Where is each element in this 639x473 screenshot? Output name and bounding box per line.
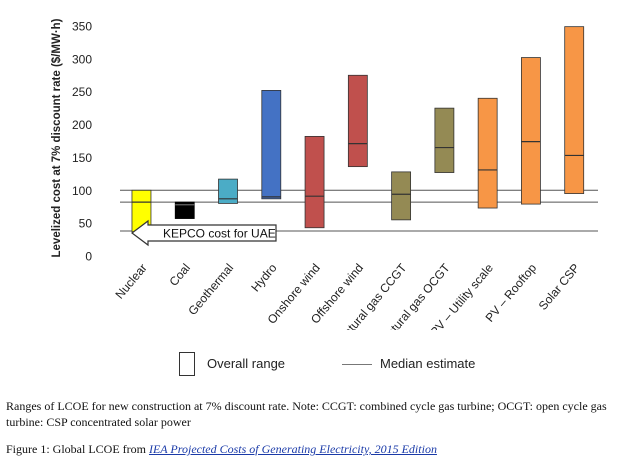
x-tick-label: Nuclear [112, 261, 149, 302]
bar-range-10 [564, 26, 585, 194]
y-tick-label: 0 [85, 250, 92, 264]
y-tick-label: 350 [72, 20, 92, 34]
bar-range-5 [347, 74, 368, 168]
annotation-arrow [131, 219, 277, 247]
figure-caption-prefix: Figure 1: Global LCOE from [6, 442, 149, 456]
legend-range-swatch [179, 352, 195, 376]
bar-range-9 [521, 57, 541, 205]
kepco-annotation: KEPCO cost for UAE [131, 219, 277, 247]
bar-range-1 [174, 201, 195, 219]
y-tick-label: 50 [79, 217, 93, 231]
figure-source-link[interactable]: IEA Projected Costs of Generating Electr… [148, 442, 437, 456]
legend-median-swatch [342, 364, 372, 365]
legend-range-label: Overall range [207, 356, 286, 371]
bar-range-8 [477, 97, 498, 209]
legend-median-label: Median estimate [380, 356, 476, 371]
annotation-text: KEPCO cost for UAE [163, 227, 276, 241]
figure-caption: Figure 1: Global LCOE from IEA Projected… [6, 442, 636, 457]
y-tick-label: 150 [72, 151, 92, 165]
y-axis: 0 50 100 150 200 250 300 350 [72, 20, 92, 264]
caption-note: Ranges of LCOE for new construction at 7… [6, 399, 607, 429]
y-tick-label: 300 [72, 52, 92, 66]
y-tick-label: 200 [72, 118, 92, 132]
y-axis-label: Levelized cost at 7% discount rate ($/MW… [51, 18, 63, 257]
bar-range-6 [391, 171, 412, 221]
bars [131, 26, 585, 233]
x-tick-label: Coal [166, 261, 193, 289]
x-tick-label: Solar CSP [536, 261, 583, 313]
lcoe-chart: 0 50 100 150 200 250 300 350 Nuclear CoalGeother… [51, 18, 598, 330]
y-tick-label: 250 [72, 85, 92, 99]
bar-range-4 [304, 135, 325, 229]
y-tick-label: 100 [72, 184, 92, 198]
x-tick-label: Hydro [248, 261, 280, 295]
bar-range-3 [261, 90, 282, 200]
x-tick-label: Geothermal [185, 261, 236, 318]
bar-range-7 [434, 107, 455, 173]
bar-range-2 [218, 178, 238, 204]
